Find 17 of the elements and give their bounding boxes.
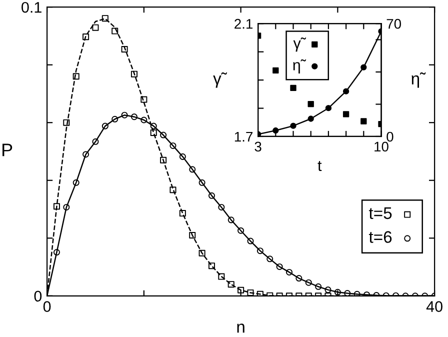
x-axis-title: t bbox=[318, 161, 322, 172]
y2-axis-title: η̃ bbox=[412, 72, 426, 88]
y-axis-title: P bbox=[2, 144, 12, 156]
y2-tick-label: 0 bbox=[386, 132, 394, 142]
legend-label: t=5 bbox=[368, 207, 392, 220]
x-tick-label: 3 bbox=[254, 142, 262, 152]
legend-label: γ̃ bbox=[293, 37, 306, 52]
x-tick-label: 10 bbox=[374, 142, 388, 152]
y-tick-label: 2.1 bbox=[234, 18, 253, 29]
x-tick-label: 40 bbox=[426, 301, 442, 312]
legend-label: t=6 bbox=[368, 231, 392, 243]
y-axis-title: γ̃ bbox=[213, 72, 228, 88]
x-axis-title: n bbox=[237, 324, 244, 333]
legend-label: η̃ bbox=[293, 59, 306, 74]
y-tick-label: 1.7 bbox=[234, 132, 252, 142]
y-tick-label: 0.1 bbox=[22, 2, 42, 13]
y2-tick-label: 70 bbox=[386, 18, 402, 29]
